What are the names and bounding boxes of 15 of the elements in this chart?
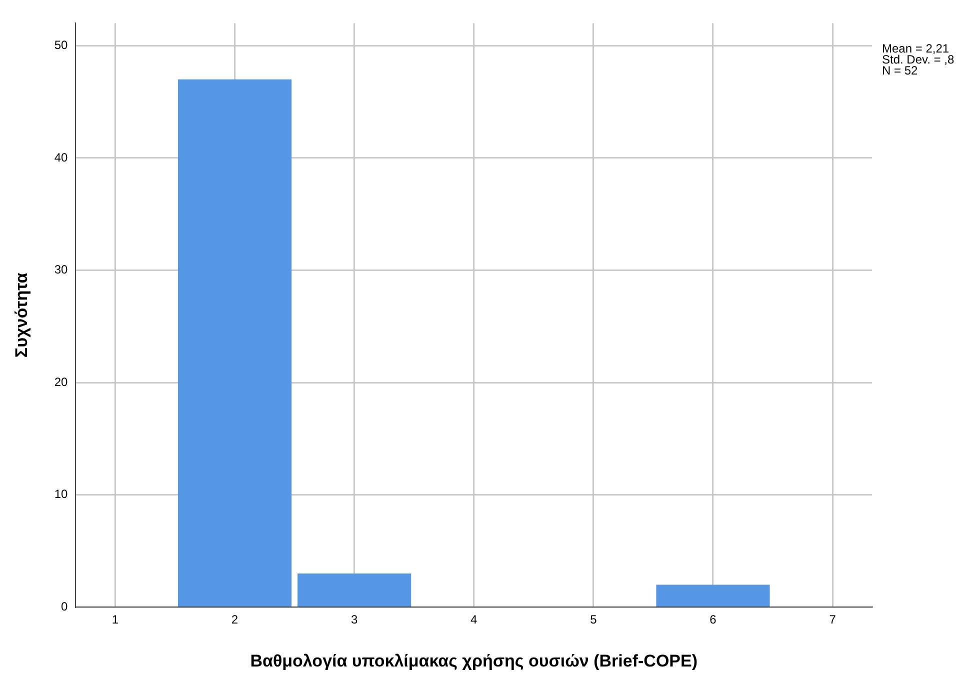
x-tick-label: 5 — [590, 612, 598, 627]
y-tick-label: 40 — [54, 150, 68, 164]
y-axis-title: Συχνότητα — [12, 272, 31, 358]
x-tick-label: 2 — [231, 612, 238, 627]
y-tick-label: 20 — [54, 374, 68, 389]
y-tick-label: 10 — [54, 487, 68, 502]
x-tick-label: 4 — [470, 612, 478, 627]
x-tick-label: 7 — [829, 612, 836, 627]
y-tick-label: 0 — [61, 600, 68, 614]
x-tick-label: 6 — [710, 612, 717, 627]
x-tick-label: 1 — [112, 612, 119, 627]
y-tick-label: 30 — [54, 262, 68, 277]
x-tick-label: 3 — [350, 612, 358, 627]
x-axis-title: Βαθμολογία υποκλίμακας χρήσης ουσιών (Brief-COPE) — [250, 651, 698, 670]
y-tick-label: 50 — [54, 38, 68, 52]
